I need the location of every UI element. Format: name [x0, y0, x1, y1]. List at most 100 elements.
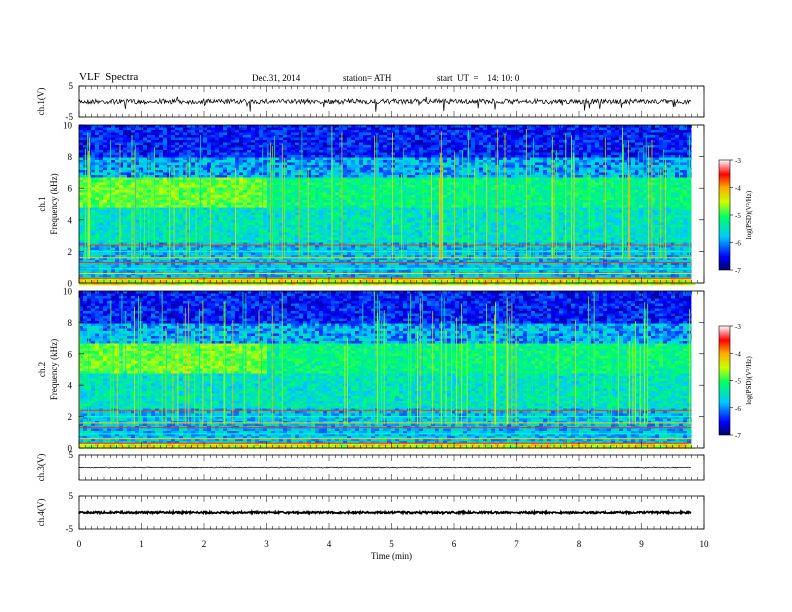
spectrogram-cell — [187, 167, 192, 171]
spectrogram-cell — [539, 137, 544, 141]
spectrogram-cell — [215, 172, 220, 176]
spectrogram-cell — [531, 177, 536, 181]
spectrogram-cell — [247, 200, 252, 203]
spectrogram-cell — [391, 177, 396, 181]
spectrogram-cell — [227, 197, 232, 201]
spectrogram-cell — [571, 150, 576, 153]
spectrogram-cell — [575, 157, 580, 161]
spectrogram-cell — [631, 175, 636, 178]
spectrogram-cell — [491, 135, 496, 138]
spectrogram-cell — [395, 140, 400, 143]
spectrogram-cell — [131, 197, 136, 201]
spectrogram-cell — [111, 135, 116, 138]
spectrogram-cell — [399, 155, 404, 158]
spectrogram-cell — [599, 147, 604, 151]
spectrogram-cell — [379, 132, 384, 136]
spectrogram-cell — [395, 180, 400, 183]
spectrogram-cell — [471, 132, 476, 136]
spectrogram-cell — [155, 200, 160, 203]
spectrogram-cell — [643, 152, 648, 156]
spectrogram-cell — [295, 132, 300, 136]
spectrogram-cell — [591, 127, 596, 131]
spectrogram-cell — [443, 192, 448, 196]
spectrogram-cell — [95, 170, 100, 173]
spectrogram-cell — [535, 170, 540, 173]
spectrogram-cell — [383, 152, 388, 156]
spectrogram-cell — [623, 135, 628, 138]
spectrogram-cell — [251, 197, 256, 201]
spectrogram-cell — [675, 132, 680, 136]
spectrogram-cell — [91, 177, 96, 181]
spectrogram-cell — [491, 155, 496, 158]
spectrogram-cell — [659, 165, 664, 168]
spectrogram-cell — [383, 192, 388, 196]
spectrogram-cell — [207, 197, 212, 201]
spectrogram-cell — [419, 135, 424, 138]
spectrogram-cell — [247, 180, 252, 183]
spectrogram-cell — [535, 175, 540, 178]
spectrogram-cell — [551, 145, 556, 148]
spectrogram-cell — [403, 192, 408, 196]
spectrogram-cell — [615, 167, 620, 171]
spectrogram-cell — [567, 145, 572, 148]
spectrogram-cell — [423, 162, 428, 166]
spectrogram-cell — [235, 182, 240, 186]
spectrogram-cell — [227, 137, 232, 141]
spectrogram-cell — [583, 155, 588, 158]
spectrogram-cell — [271, 185, 276, 188]
spectrogram-cell — [399, 195, 404, 198]
spectrogram-cell — [255, 152, 260, 156]
spectrogram-cell — [651, 192, 656, 196]
spectrogram-cell — [543, 155, 548, 158]
spectrogram-cell — [283, 132, 288, 136]
spectrogram-cell — [291, 170, 296, 173]
spectrogram-cell — [563, 152, 568, 156]
spectrogram-cell — [683, 132, 688, 136]
spectrogram-cell — [195, 195, 200, 198]
spectrogram-cell — [519, 162, 524, 166]
spectrogram-cell — [471, 175, 476, 178]
spectrogram-cell — [679, 125, 684, 128]
spectrogram-cell — [467, 137, 472, 141]
spectrogram-cell — [675, 145, 680, 148]
spectrogram-cell — [495, 195, 500, 198]
spectrogram-cell — [191, 165, 196, 168]
spectrogram-cell — [531, 145, 536, 148]
spectrogram-cell — [251, 127, 256, 131]
spectrogram-cell — [563, 192, 568, 196]
spectrogram-cell — [239, 200, 244, 203]
spectrogram-cell — [447, 130, 452, 133]
spectrogram-cell — [483, 142, 488, 146]
spectrogram-cell — [483, 185, 488, 188]
spectrogram-cell — [139, 157, 144, 161]
spectrogram-cell — [351, 125, 356, 128]
spectrogram-cell — [671, 195, 676, 198]
spectrogram-cell — [679, 172, 684, 176]
spectrogram-cell — [523, 125, 528, 128]
spectrogram-cell — [643, 130, 648, 133]
spectrogram-cell — [623, 147, 628, 151]
spectrogram-cell — [303, 177, 308, 181]
spectrogram-cell — [535, 200, 540, 203]
spectrogram-cell — [683, 162, 688, 166]
spectrogram-cell — [403, 167, 408, 171]
spectrogram-cell — [583, 167, 588, 171]
spectrogram-cell — [315, 147, 320, 151]
spectrogram-cell — [307, 127, 312, 131]
spectrogram-cell — [335, 135, 340, 138]
spectrogram-cell — [91, 142, 96, 146]
spectrogram-cell — [467, 182, 472, 186]
spectrogram-cell — [295, 150, 300, 153]
spectrogram-cell — [191, 125, 196, 128]
spectrogram-cell — [235, 162, 240, 166]
spectrogram-cell — [335, 195, 340, 198]
spectrogram-cell — [163, 155, 168, 158]
spectrogram-cell — [455, 125, 460, 128]
spectrogram-cell — [287, 190, 292, 193]
spectrogram-cell — [343, 155, 348, 158]
spectrogram-cell — [575, 187, 580, 191]
spectrogram-cell — [451, 185, 456, 188]
spectrogram-cell — [187, 177, 192, 181]
spectrogram-cell — [535, 127, 540, 131]
spectrogram-cell — [515, 157, 520, 161]
